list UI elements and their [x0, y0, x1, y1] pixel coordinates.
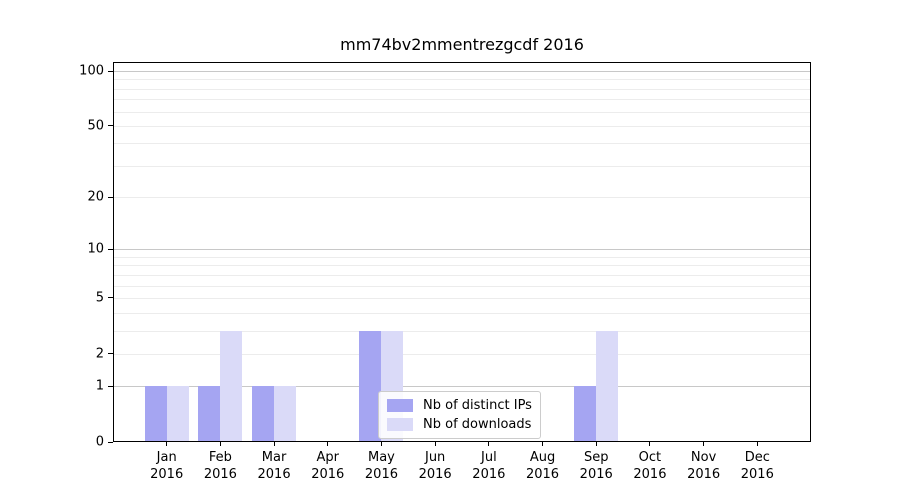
- legend-item-downloads: Nb of downloads: [387, 415, 532, 434]
- x-tick-mark: [649, 442, 651, 446]
- gridline-minor: [113, 353, 811, 355]
- x-tick-label: Oct 2016: [633, 450, 667, 482]
- bar-distinct-ips: [359, 330, 382, 442]
- bar-distinct-ips: [574, 386, 597, 442]
- gridline-minor: [113, 274, 811, 276]
- x-tick-mark: [219, 442, 221, 446]
- plot-area: Nb of distinct IPs Nb of downloads: [113, 62, 811, 442]
- legend-label-downloads: Nb of downloads: [423, 417, 532, 432]
- gridline-minor: [113, 285, 811, 287]
- y-tick-label: 20: [87, 189, 104, 205]
- gridlines: [113, 62, 811, 442]
- x-tick-label: Feb 2016: [203, 450, 237, 482]
- y-tick-mark: [108, 297, 113, 299]
- gridline-minor: [113, 197, 811, 199]
- x-tick-label: Dec 2016: [740, 450, 774, 482]
- gridline-minor: [113, 330, 811, 332]
- x-tick-mark: [166, 442, 168, 446]
- y-tick-label: 2: [95, 346, 104, 362]
- bar-downloads: [596, 330, 619, 442]
- x-tick-mark: [595, 442, 597, 446]
- gridline-minor: [113, 265, 811, 267]
- gridline-minor: [113, 99, 811, 101]
- y-tick-label: 1: [95, 378, 104, 394]
- x-tick-label: Jul 2016: [472, 450, 506, 482]
- bar-distinct-ips: [144, 386, 167, 442]
- x-tick-label: Sep 2016: [579, 450, 613, 482]
- gridline-minor: [113, 256, 811, 258]
- bar-downloads: [274, 386, 297, 442]
- x-tick-mark: [756, 442, 758, 446]
- x-tick-label: May 2016: [364, 450, 398, 482]
- gridline-minor: [113, 297, 811, 299]
- gridline-minor: [113, 125, 811, 127]
- x-tick-mark: [542, 442, 544, 446]
- x-tick-label: Mar 2016: [257, 450, 291, 482]
- bars-layer: [113, 62, 811, 442]
- gridline-major: [113, 249, 811, 251]
- x-tick-label: Apr 2016: [311, 450, 345, 482]
- x-tick-label: Aug 2016: [525, 450, 560, 482]
- y-tick-label: 5: [95, 290, 104, 306]
- legend-item-distinct-ips: Nb of distinct IPs: [387, 396, 532, 415]
- y-tick-label: 10: [87, 241, 104, 257]
- x-tick-mark: [380, 442, 382, 446]
- x-tick-label: Nov 2016: [687, 450, 721, 482]
- y-tick-mark: [108, 353, 113, 355]
- y-tick-mark: [108, 125, 113, 127]
- gridline-minor: [113, 312, 811, 314]
- gridline-major: [113, 71, 811, 73]
- gridline-minor: [113, 79, 811, 81]
- gridline-minor: [113, 88, 811, 90]
- x-tick-mark: [327, 442, 329, 446]
- y-tick-mark: [108, 441, 113, 443]
- gridline-major: [113, 386, 811, 388]
- y-tick-label: 0: [95, 434, 104, 450]
- x-tick-label: Jan 2016: [150, 450, 184, 482]
- gridline-minor: [113, 111, 811, 113]
- y-tick-mark: [108, 196, 113, 198]
- gridline-minor: [113, 165, 811, 167]
- legend-label-distinct-ips: Nb of distinct IPs: [423, 398, 532, 413]
- x-tick-label: Jun 2016: [418, 450, 452, 482]
- gridline-minor: [113, 143, 811, 145]
- y-tick-mark: [108, 248, 113, 250]
- legend-swatch-downloads: [387, 418, 413, 431]
- bar-downloads: [220, 330, 243, 442]
- bar-downloads: [166, 386, 189, 442]
- y-tick-mark: [108, 70, 113, 72]
- bar-distinct-ips: [252, 386, 275, 442]
- y-tick-label: 50: [87, 118, 104, 134]
- x-tick-mark: [434, 442, 436, 446]
- x-tick-mark: [703, 442, 705, 446]
- chart-title: mm74bv2mmentrezgcdf 2016: [340, 35, 584, 54]
- y-tick-mark: [108, 385, 113, 387]
- legend-swatch-distinct-ips: [387, 399, 413, 412]
- x-tick-mark: [273, 442, 275, 446]
- x-tick-mark: [488, 442, 490, 446]
- y-tick-label: 100: [79, 63, 104, 79]
- legend: Nb of distinct IPs Nb of downloads: [378, 391, 541, 439]
- bar-distinct-ips: [198, 386, 221, 442]
